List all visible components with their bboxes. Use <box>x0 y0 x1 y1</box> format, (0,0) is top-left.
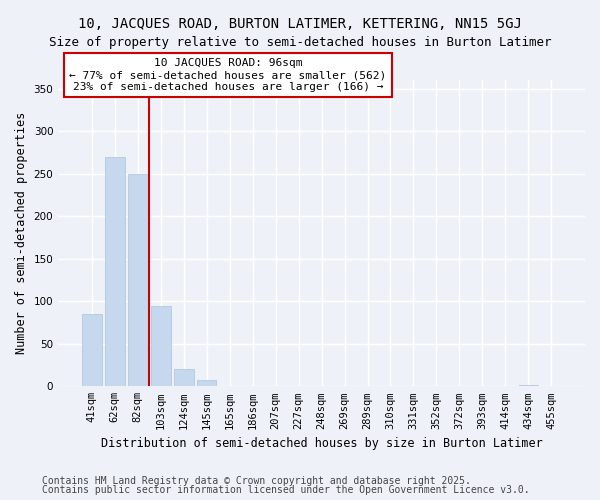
Y-axis label: Number of semi-detached properties: Number of semi-detached properties <box>15 112 28 354</box>
Text: Size of property relative to semi-detached houses in Burton Latimer: Size of property relative to semi-detach… <box>49 36 551 49</box>
Bar <box>128 174 148 386</box>
Bar <box>105 156 125 386</box>
Bar <box>151 306 170 386</box>
Text: Contains public sector information licensed under the Open Government Licence v3: Contains public sector information licen… <box>42 485 530 495</box>
Text: 10 JACQUES ROAD: 96sqm
← 77% of semi-detached houses are smaller (562)
23% of se: 10 JACQUES ROAD: 96sqm ← 77% of semi-det… <box>70 58 386 92</box>
Bar <box>197 380 217 386</box>
Text: 10, JACQUES ROAD, BURTON LATIMER, KETTERING, NN15 5GJ: 10, JACQUES ROAD, BURTON LATIMER, KETTER… <box>78 18 522 32</box>
Bar <box>518 384 538 386</box>
X-axis label: Distribution of semi-detached houses by size in Burton Latimer: Distribution of semi-detached houses by … <box>101 437 542 450</box>
Bar <box>174 370 194 386</box>
Bar <box>82 314 101 386</box>
Text: Contains HM Land Registry data © Crown copyright and database right 2025.: Contains HM Land Registry data © Crown c… <box>42 476 471 486</box>
